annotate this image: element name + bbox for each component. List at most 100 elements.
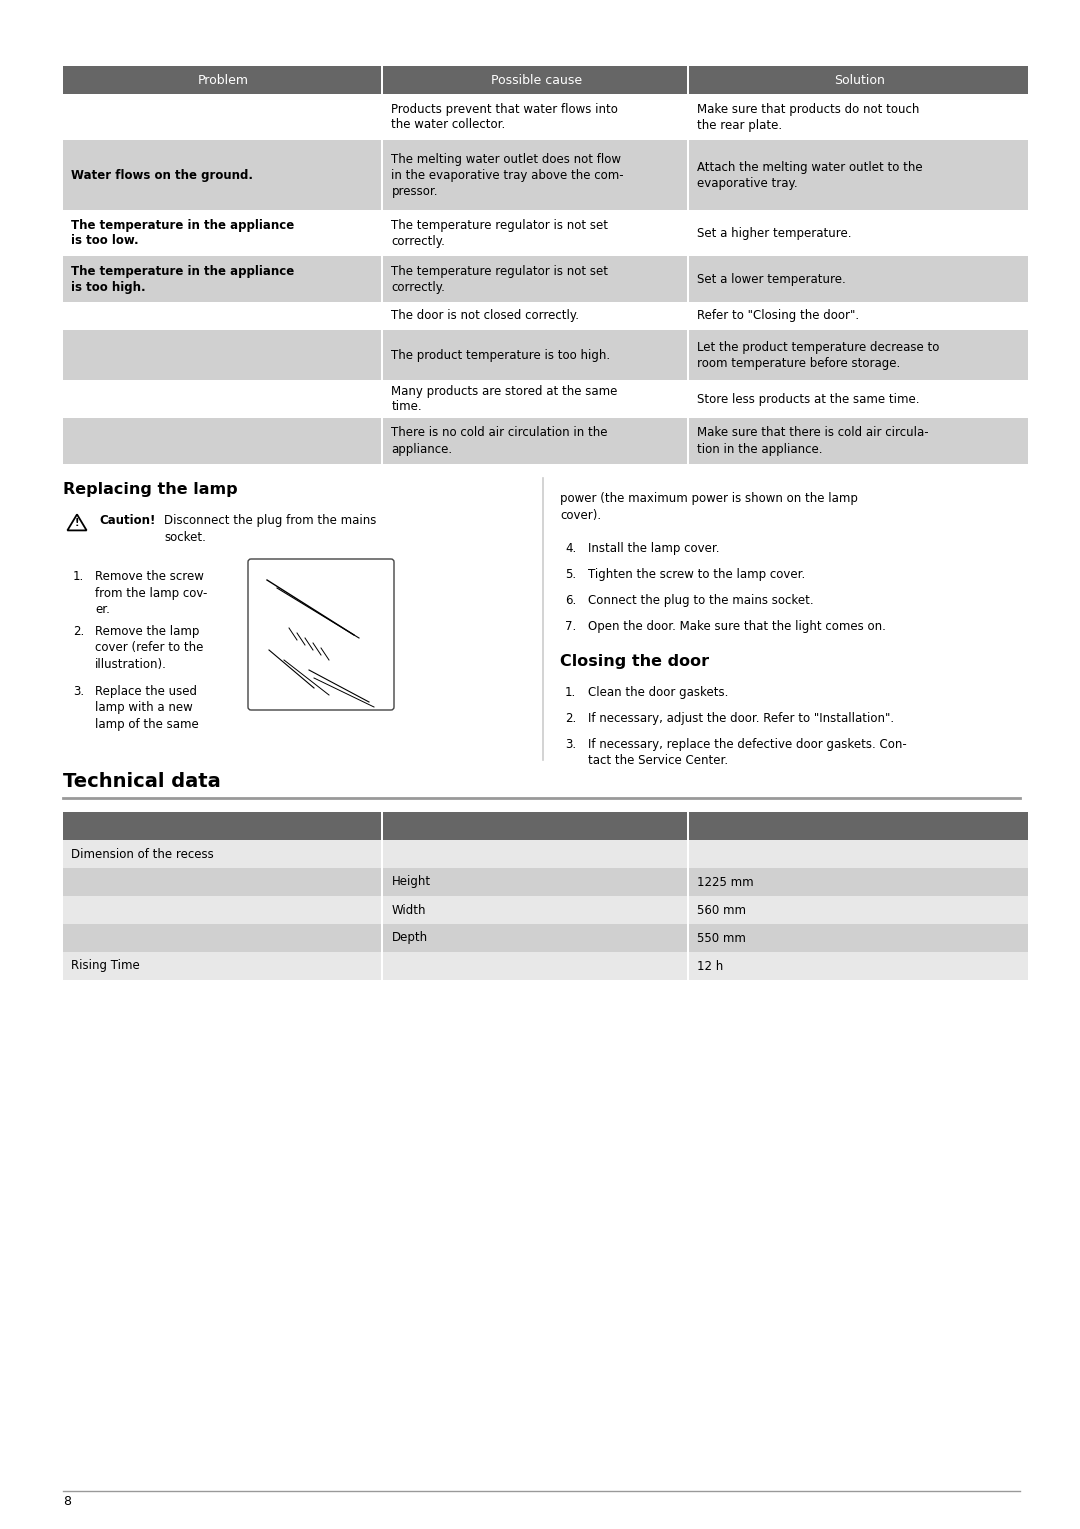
Text: Caution!: Caution! <box>99 514 156 528</box>
Text: !: ! <box>75 518 79 528</box>
Text: Make sure that there is cold air circula-
tion in the appliance.: Make sure that there is cold air circula… <box>697 427 929 456</box>
Text: If necessary, adjust the door. Refer to "Installation".: If necessary, adjust the door. Refer to … <box>588 713 894 725</box>
Text: Connect the plug to the mains socket.: Connect the plug to the mains socket. <box>588 593 813 607</box>
Text: 1.: 1. <box>565 687 577 699</box>
FancyBboxPatch shape <box>689 839 1028 868</box>
Text: 1.: 1. <box>73 570 84 583</box>
FancyBboxPatch shape <box>383 896 687 924</box>
Text: Dimension of the recess: Dimension of the recess <box>70 847 214 861</box>
Text: Water flows on the ground.: Water flows on the ground. <box>70 168 253 182</box>
Text: Attach the melting water outlet to the
evaporative tray.: Attach the melting water outlet to the e… <box>697 161 922 190</box>
Text: Refer to "Closing the door".: Refer to "Closing the door". <box>697 309 860 323</box>
FancyBboxPatch shape <box>63 141 381 209</box>
Text: 550 mm: 550 mm <box>697 931 746 945</box>
FancyBboxPatch shape <box>63 417 381 463</box>
Text: The product temperature is too high.: The product temperature is too high. <box>391 349 610 361</box>
Text: Replace the used
lamp with a new
lamp of the same: Replace the used lamp with a new lamp of… <box>95 685 199 731</box>
FancyBboxPatch shape <box>689 896 1028 924</box>
Text: Rising Time: Rising Time <box>70 960 139 972</box>
Text: 7.: 7. <box>565 619 577 633</box>
FancyBboxPatch shape <box>63 812 381 839</box>
Text: Disconnect the plug from the mains
socket.: Disconnect the plug from the mains socke… <box>164 514 376 544</box>
Text: Problem: Problem <box>198 73 248 87</box>
Text: There is no cold air circulation in the
appliance.: There is no cold air circulation in the … <box>391 427 608 456</box>
Text: 2.: 2. <box>73 625 84 638</box>
Text: 5.: 5. <box>565 567 576 581</box>
Text: The temperature in the appliance
is too low.: The temperature in the appliance is too … <box>70 219 294 248</box>
FancyBboxPatch shape <box>63 330 381 381</box>
FancyBboxPatch shape <box>63 839 381 868</box>
FancyBboxPatch shape <box>689 141 1028 209</box>
Text: 8: 8 <box>63 1495 71 1508</box>
FancyBboxPatch shape <box>63 93 381 141</box>
FancyBboxPatch shape <box>689 924 1028 953</box>
FancyBboxPatch shape <box>383 330 687 381</box>
FancyBboxPatch shape <box>689 953 1028 980</box>
FancyBboxPatch shape <box>248 560 394 709</box>
Text: The temperature regulator is not set
correctly.: The temperature regulator is not set cor… <box>391 265 608 294</box>
Text: Possible cause: Possible cause <box>490 73 582 87</box>
Text: Open the door. Make sure that the light comes on.: Open the door. Make sure that the light … <box>588 619 886 633</box>
Text: Clean the door gaskets.: Clean the door gaskets. <box>588 687 728 699</box>
FancyBboxPatch shape <box>689 209 1028 255</box>
Text: The door is not closed correctly.: The door is not closed correctly. <box>391 309 579 323</box>
Text: Set a higher temperature.: Set a higher temperature. <box>697 226 851 240</box>
FancyBboxPatch shape <box>383 303 687 330</box>
FancyBboxPatch shape <box>689 868 1028 896</box>
Text: If necessary, replace the defective door gaskets. Con-
tact the Service Center.: If necessary, replace the defective door… <box>588 739 907 768</box>
Text: Technical data: Technical data <box>63 772 220 790</box>
FancyBboxPatch shape <box>383 209 687 255</box>
FancyBboxPatch shape <box>383 66 687 93</box>
Text: Tighten the screw to the lamp cover.: Tighten the screw to the lamp cover. <box>588 567 806 581</box>
Text: Height: Height <box>391 876 431 888</box>
FancyBboxPatch shape <box>383 93 687 141</box>
Text: Depth: Depth <box>391 931 428 945</box>
Text: Store less products at the same time.: Store less products at the same time. <box>697 393 919 405</box>
FancyBboxPatch shape <box>383 417 687 463</box>
Text: Set a lower temperature.: Set a lower temperature. <box>697 272 846 286</box>
FancyBboxPatch shape <box>383 839 687 868</box>
FancyBboxPatch shape <box>689 330 1028 381</box>
FancyBboxPatch shape <box>63 924 381 953</box>
FancyBboxPatch shape <box>63 66 381 93</box>
FancyBboxPatch shape <box>383 381 687 417</box>
Text: Closing the door: Closing the door <box>561 654 710 670</box>
Text: The melting water outlet does not flow
in the evaporative tray above the com-
pr: The melting water outlet does not flow i… <box>391 153 624 197</box>
FancyBboxPatch shape <box>689 417 1028 463</box>
Text: 6.: 6. <box>565 593 577 607</box>
Text: Products prevent that water flows into
the water collector.: Products prevent that water flows into t… <box>391 102 618 131</box>
FancyBboxPatch shape <box>63 209 381 255</box>
Text: 3.: 3. <box>565 739 576 751</box>
FancyBboxPatch shape <box>63 255 381 303</box>
Text: The temperature in the appliance
is too high.: The temperature in the appliance is too … <box>70 265 294 294</box>
Text: Many products are stored at the same
time.: Many products are stored at the same tim… <box>391 384 618 413</box>
FancyBboxPatch shape <box>63 303 381 330</box>
Text: 2.: 2. <box>565 713 577 725</box>
FancyBboxPatch shape <box>63 953 381 980</box>
FancyBboxPatch shape <box>689 93 1028 141</box>
Text: Remove the screw
from the lamp cov-
er.: Remove the screw from the lamp cov- er. <box>95 570 207 616</box>
Text: 1225 mm: 1225 mm <box>697 876 754 888</box>
FancyBboxPatch shape <box>383 255 687 303</box>
FancyBboxPatch shape <box>383 812 687 839</box>
Text: 560 mm: 560 mm <box>697 904 746 916</box>
Text: 4.: 4. <box>565 541 577 555</box>
Text: power (the maximum power is shown on the lamp
cover).: power (the maximum power is shown on the… <box>561 492 858 521</box>
FancyBboxPatch shape <box>689 303 1028 330</box>
FancyBboxPatch shape <box>383 953 687 980</box>
FancyBboxPatch shape <box>383 141 687 209</box>
FancyBboxPatch shape <box>689 812 1028 839</box>
Text: Solution: Solution <box>834 73 886 87</box>
Text: The temperature regulator is not set
correctly.: The temperature regulator is not set cor… <box>391 219 608 248</box>
Text: Width: Width <box>391 904 426 916</box>
FancyBboxPatch shape <box>689 255 1028 303</box>
Text: Install the lamp cover.: Install the lamp cover. <box>588 541 719 555</box>
FancyBboxPatch shape <box>689 381 1028 417</box>
Text: Remove the lamp
cover (refer to the
illustration).: Remove the lamp cover (refer to the illu… <box>95 625 203 671</box>
Text: Let the product temperature decrease to
room temperature before storage.: Let the product temperature decrease to … <box>697 341 940 370</box>
FancyBboxPatch shape <box>383 924 687 953</box>
FancyBboxPatch shape <box>383 868 687 896</box>
FancyBboxPatch shape <box>63 868 381 896</box>
Text: Replacing the lamp: Replacing the lamp <box>63 482 238 497</box>
Text: 3.: 3. <box>73 685 84 699</box>
